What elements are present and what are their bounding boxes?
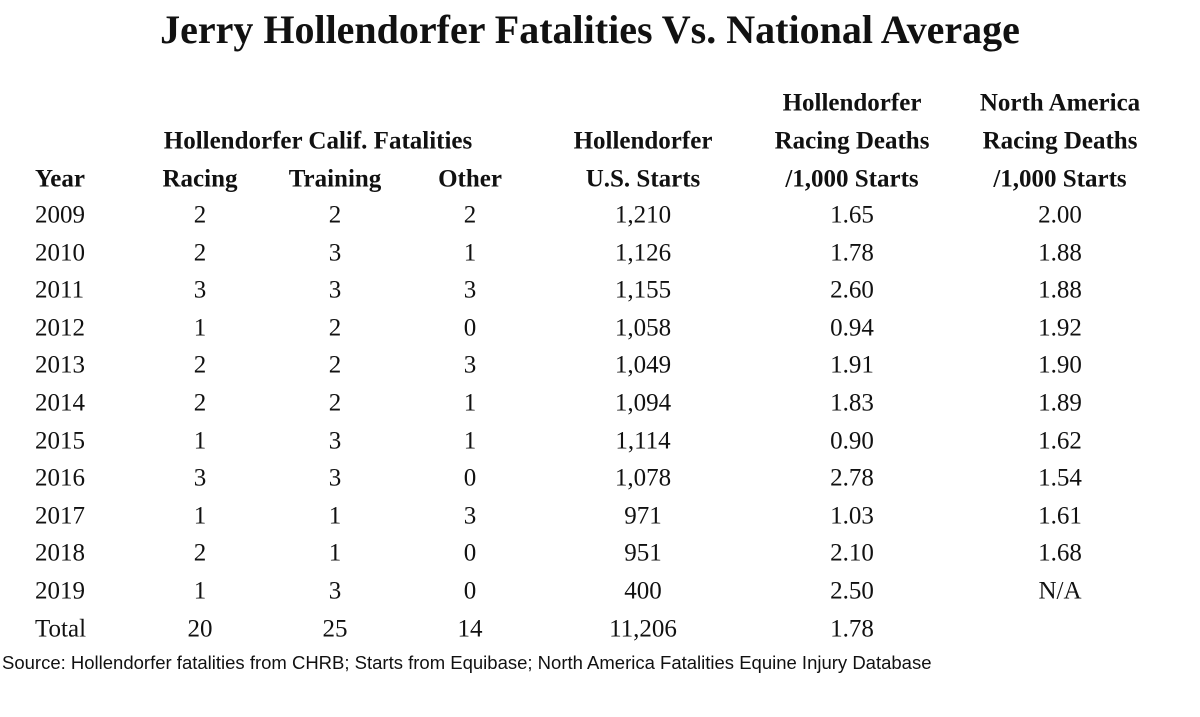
cell-starts: 1,126 <box>614 239 672 267</box>
cell-year: 2018 <box>35 539 85 567</box>
cell-starts: 1,058 <box>614 314 672 342</box>
cell-na-rate: 2.00 <box>1038 201 1082 229</box>
cell-year: 2013 <box>35 351 85 379</box>
cell-year: 2015 <box>35 427 85 455</box>
header-na-rate-line3: /1,000 Starts <box>993 165 1127 193</box>
chart-title: Jerry Hollendorfer Fatalities Vs. Nation… <box>160 7 1020 52</box>
cell-starts: 1,114 <box>615 427 671 455</box>
cell-starts: 11,206 <box>609 615 677 643</box>
cell-na-rate: 1.62 <box>1038 427 1082 455</box>
cell-other: 1 <box>463 427 477 455</box>
cell-starts: 1,078 <box>614 464 672 492</box>
cell-other: 0 <box>463 314 477 342</box>
cell-training: 3 <box>328 577 342 605</box>
cell-other: 3 <box>463 351 477 379</box>
cell-other: 0 <box>463 577 477 605</box>
cell-training: 3 <box>328 276 342 304</box>
cell-holl-rate: 2.78 <box>830 464 874 492</box>
cell-na-rate: 1.68 <box>1038 539 1082 567</box>
cell-training: 2 <box>328 351 342 379</box>
cell-other: 0 <box>463 539 477 567</box>
header-year: Year <box>35 165 85 193</box>
cell-holl-rate: 2.10 <box>830 539 874 567</box>
cell-na-rate: 1.88 <box>1038 239 1082 267</box>
cell-racing: 3 <box>193 276 207 304</box>
cell-training: 2 <box>328 389 342 417</box>
cell-year: Total <box>35 615 87 643</box>
cell-racing: 1 <box>193 502 207 530</box>
cell-starts: 400 <box>624 577 662 605</box>
cell-starts: 1,049 <box>614 351 672 379</box>
header-na-rate-line1: North America <box>979 89 1141 117</box>
cell-na-rate: N/A <box>1038 577 1082 605</box>
cell-holl-rate: 1.91 <box>830 351 874 379</box>
cell-holl-rate: 1.78 <box>830 615 874 643</box>
cell-na-rate: 1.54 <box>1038 464 1082 492</box>
header-group-calif-fatalities: Hollendorfer Calif. Fatalities <box>163 127 473 155</box>
cell-holl-rate: 1.03 <box>830 502 874 530</box>
cell-training: 2 <box>328 201 342 229</box>
cell-na-rate: 1.89 <box>1038 389 1082 417</box>
cell-holl-rate: 2.60 <box>830 276 874 304</box>
cell-racing: 2 <box>193 539 207 567</box>
cell-starts: 1,210 <box>614 201 672 229</box>
cell-year: 2014 <box>35 389 85 417</box>
header-other: Other <box>438 165 502 193</box>
cell-racing: 3 <box>193 464 207 492</box>
cell-training: 3 <box>328 464 342 492</box>
cell-racing: 2 <box>193 201 207 229</box>
cell-racing: 1 <box>193 427 207 455</box>
cell-other: 2 <box>463 201 477 229</box>
cell-starts: 971 <box>624 502 662 530</box>
cell-training: 2 <box>328 314 342 342</box>
cell-holl-rate: 1.78 <box>830 239 874 267</box>
cell-year: 2010 <box>35 239 85 267</box>
cell-na-rate: 1.88 <box>1038 276 1082 304</box>
cell-training: 3 <box>328 239 342 267</box>
header-training: Training <box>288 165 382 193</box>
header-holl-rate-line3: /1,000 Starts <box>785 165 919 193</box>
cell-year: 2009 <box>35 201 85 229</box>
header-holl-rate-line2: Racing Deaths <box>774 127 930 155</box>
cell-starts: 1,094 <box>614 389 672 417</box>
cell-other: 3 <box>463 276 477 304</box>
cell-holl-rate: 0.94 <box>830 314 874 342</box>
cell-training: 1 <box>328 539 342 567</box>
cell-na-rate: 1.90 <box>1038 351 1082 379</box>
cell-training: 25 <box>322 615 348 643</box>
cell-other: 0 <box>463 464 477 492</box>
cell-other: 14 <box>457 615 483 643</box>
cell-training: 1 <box>328 502 342 530</box>
cell-racing: 2 <box>193 389 207 417</box>
cell-holl-rate: 0.90 <box>830 427 874 455</box>
header-starts-line2: U.S. Starts <box>585 165 701 193</box>
cell-year: 2019 <box>35 577 85 605</box>
cell-other: 1 <box>463 239 477 267</box>
source-note: Source: Hollendorfer fatalities from CHR… <box>2 652 932 673</box>
cell-starts: 1,155 <box>614 276 672 304</box>
cell-racing: 1 <box>193 577 207 605</box>
header-holl-rate-line1: Hollendorfer <box>782 89 922 117</box>
header-starts-line1: Hollendorfer <box>573 127 713 155</box>
cell-other: 1 <box>463 389 477 417</box>
cell-racing: 20 <box>187 615 213 643</box>
cell-holl-rate: 2.50 <box>830 577 874 605</box>
cell-na-rate: 1.92 <box>1038 314 1082 342</box>
cell-na-rate: 1.61 <box>1038 502 1082 530</box>
cell-holl-rate: 1.65 <box>830 201 874 229</box>
cell-training: 3 <box>328 427 342 455</box>
cell-other: 3 <box>463 502 477 530</box>
cell-racing: 2 <box>193 351 207 379</box>
cell-year: 2017 <box>35 502 85 530</box>
cell-racing: 2 <box>193 239 207 267</box>
header-na-rate-line2: Racing Deaths <box>982 127 1138 155</box>
cell-holl-rate: 1.83 <box>830 389 874 417</box>
cell-racing: 1 <box>193 314 207 342</box>
cell-year: 2011 <box>35 276 85 304</box>
header-racing: Racing <box>162 165 238 193</box>
cell-starts: 951 <box>624 539 662 567</box>
cell-year: 2016 <box>35 464 85 492</box>
cell-year: 2012 <box>35 314 85 342</box>
